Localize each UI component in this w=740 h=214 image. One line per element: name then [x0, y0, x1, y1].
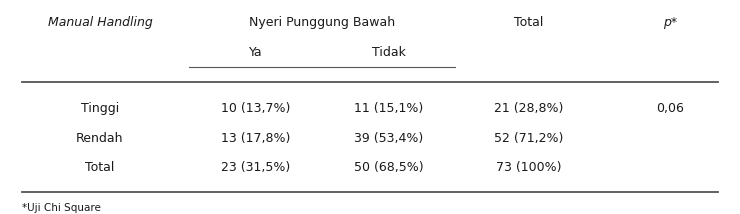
- Text: Tinggi: Tinggi: [81, 102, 119, 114]
- Text: 0,06: 0,06: [656, 102, 684, 114]
- Text: 39 (53,4%): 39 (53,4%): [354, 132, 423, 144]
- Text: p*: p*: [662, 16, 677, 29]
- Text: 52 (71,2%): 52 (71,2%): [494, 132, 564, 144]
- Text: Total: Total: [85, 162, 115, 174]
- Text: Tidak: Tidak: [371, 46, 406, 59]
- Text: 13 (17,8%): 13 (17,8%): [221, 132, 290, 144]
- Text: 73 (100%): 73 (100%): [497, 162, 562, 174]
- Text: Ya: Ya: [249, 46, 262, 59]
- Text: 10 (13,7%): 10 (13,7%): [221, 102, 290, 114]
- Text: Manual Handling: Manual Handling: [47, 16, 152, 29]
- Text: Total: Total: [514, 16, 544, 29]
- Text: *Uji Chi Square: *Uji Chi Square: [22, 203, 101, 213]
- Text: Nyeri Punggung Bawah: Nyeri Punggung Bawah: [249, 16, 395, 29]
- Text: Rendah: Rendah: [76, 132, 124, 144]
- Text: 21 (28,8%): 21 (28,8%): [494, 102, 564, 114]
- Text: 23 (31,5%): 23 (31,5%): [221, 162, 290, 174]
- Text: 50 (68,5%): 50 (68,5%): [354, 162, 423, 174]
- Text: 11 (15,1%): 11 (15,1%): [354, 102, 423, 114]
